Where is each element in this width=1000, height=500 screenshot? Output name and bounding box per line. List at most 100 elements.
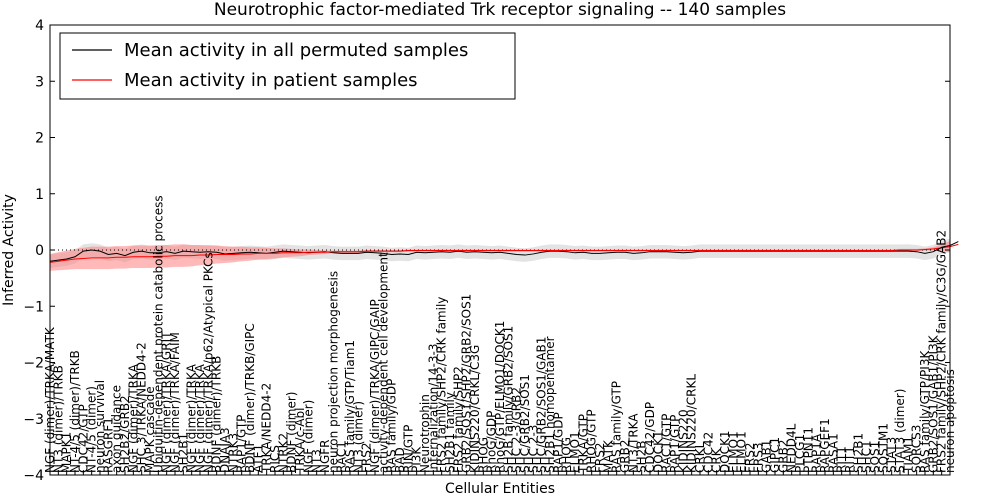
y-tick-label: −1 — [23, 299, 44, 315]
entity-label: SHC/GRB2/SOS1/GAB1 — [535, 337, 549, 473]
entity-label: KIDINS220/CRKL/C3G — [468, 345, 482, 473]
entity-label: SH2B1 — [851, 433, 865, 473]
entity-label: Internalization/14-3-3 — [426, 344, 440, 473]
entity-label: SH2B1 family — [443, 392, 457, 473]
entity-label: RAP1/GDP — [551, 412, 565, 473]
y-tick-label: −2 — [23, 356, 44, 372]
entity-label: SHC1 — [860, 440, 874, 473]
entity-label: NT3 (dimer)/TRKB — [51, 365, 65, 473]
y-tick-label: 3 — [35, 74, 44, 90]
entity-label: FRS2 family/SHP2/CRK family/C3G/GAB2 — [935, 230, 949, 473]
entity-label: SH2B1 homopentamer — [543, 336, 557, 473]
entity-label: RICS — [268, 445, 282, 473]
entity-label: RAP1/GTP — [235, 415, 249, 473]
entity-label: SHC 2-3 — [526, 425, 540, 473]
entity-label: ELMO1 — [726, 431, 740, 473]
series-line-patient — [49, 243, 959, 263]
entity-label: GRB2 — [776, 439, 790, 473]
entity-label: Ubiquitin-dependent protein catabolic pr… — [151, 195, 165, 473]
entity-label: MAPK cascade — [143, 386, 157, 473]
entity-label: NGF (dimer)/TRKA — [185, 363, 199, 473]
entity-label: DNAJA3 — [218, 427, 232, 473]
entity-label: SH2B1 — [176, 433, 190, 473]
entity-label: NT-4/5 (dimer)/TRKB — [68, 350, 82, 473]
entity-label: CDC42 — [701, 432, 715, 473]
entity-label: GRB2/SOS1/GAB1/PI3K — [926, 334, 940, 473]
entity-label: NGF (dimer) — [301, 400, 315, 473]
entity-label: RAS family/GTP/PI3K — [918, 350, 932, 473]
y-tick-label: −3 — [23, 412, 44, 428]
entity-label: RhoG/GDP — [485, 411, 499, 473]
entity-label: BAD — [393, 447, 407, 473]
entity-label: ELMO1 — [735, 431, 749, 473]
entity-label: NT3/TRKA — [626, 413, 640, 473]
entity-label: SQSTM1 — [876, 423, 890, 473]
entity-label: ELMO1 — [568, 431, 582, 473]
entity-label: axon guidance — [110, 385, 124, 473]
entity-label: TRKA/NEDD4-2 — [260, 383, 274, 474]
entity-label: RHOG — [560, 437, 574, 473]
entity-label: DOCK1 — [718, 430, 732, 473]
y-tick-label: 0 — [35, 243, 44, 259]
entity-label: KIDINS220/CRKL — [685, 374, 699, 473]
entity-label: RAP1/GTP — [668, 415, 682, 473]
entity-label: MAPK1 — [60, 432, 74, 473]
entity-label: RAS family/GTP — [610, 381, 624, 473]
entity-label: RASA1 — [826, 433, 840, 473]
entity-label: activity-dependent cell development — [376, 252, 390, 473]
legend-label-patient: Mean activity in patient samples — [124, 70, 418, 91]
entity-label: RhoG/GTP/ELMO1/DOCK1 — [493, 321, 507, 473]
entity-label: NTRK3 — [226, 433, 240, 473]
y-axis-title: Inferred Activity — [1, 194, 17, 306]
patient-band — [50, 241, 950, 271]
series-line-permuted — [49, 241, 959, 262]
entity-label: DOCK1 — [651, 430, 665, 473]
entity-label: RIT1 — [843, 446, 857, 473]
entity-label: NTRK2 — [276, 433, 290, 473]
entity-label: PTPN11 — [801, 427, 815, 473]
entity-label: RASGRF1 — [101, 417, 115, 473]
entity-label: FRS3 — [751, 443, 765, 474]
entity-label: STAT3 (dimer) — [893, 389, 907, 473]
entity-label: Neurotrophin — [418, 394, 432, 473]
entity-label: NT-4/5 (dimer) — [85, 386, 99, 473]
entity-label: SH2B — [635, 440, 649, 473]
entity-label: TRKA/c-Abl — [293, 408, 307, 474]
entity-label: NGFR — [318, 439, 332, 473]
entity-label: GIPC1 — [768, 437, 782, 473]
y-tick-label: 1 — [35, 187, 44, 203]
entity-label: NGF (dimer)/TRKA/GRIT — [160, 331, 174, 473]
entity-label: RHOG — [476, 437, 490, 473]
entity-label: BDNF (dimer) — [285, 392, 299, 474]
entity-label: FRS2 — [360, 443, 374, 474]
legend-label-permuted: Mean activity in all permuted samples — [124, 40, 468, 61]
entity-label: RAPGEF1 — [818, 418, 832, 473]
x-axis-title: Cellular Entities — [445, 481, 555, 497]
plot-area — [49, 238, 959, 271]
entity-label: CDC42/GTP — [76, 404, 90, 473]
y-tick-label: 4 — [35, 18, 44, 34]
entity-label: RAP1A — [810, 433, 824, 473]
entity-label: NGF (dimer)/TRKA — [126, 363, 140, 473]
entity-label: SHC 2-3/GRB2 — [510, 387, 524, 473]
legend: Mean activity in all permuted samples Me… — [59, 32, 516, 100]
entity-label: CRKL — [693, 441, 707, 473]
entity-label: SH2B family/GRB2/SOS1 — [501, 326, 515, 473]
entity-label: NGF (dimer)/TRKA/GIPC/GAIP — [368, 299, 382, 473]
entity-label: GAB1 — [760, 440, 774, 473]
entity-label: MATK — [601, 439, 615, 473]
entity-label: RAS family/GTP/Tiam1 — [343, 340, 357, 473]
y-tick-label: 2 — [35, 131, 44, 147]
entity-label: RIT1 — [835, 446, 849, 473]
entity-label: GRB2/SOS1/SHP2/GRB2/SOS1 — [460, 294, 474, 473]
entity-label: neuron survival — [93, 380, 107, 473]
entity-label: STAT3 — [885, 437, 899, 473]
entity-label: FRS2 — [743, 443, 757, 474]
entity-label: PLCG1 — [793, 434, 807, 473]
y-axis: −4 −3 −2 −1 0 1 2 3 4 — [23, 18, 950, 484]
entity-label: neuron projection morphogenesis — [326, 271, 340, 473]
entity-label: neuron apoptosis — [943, 369, 957, 473]
entity-label: NGF (dimer)/TRKA/FAIM — [168, 332, 182, 473]
